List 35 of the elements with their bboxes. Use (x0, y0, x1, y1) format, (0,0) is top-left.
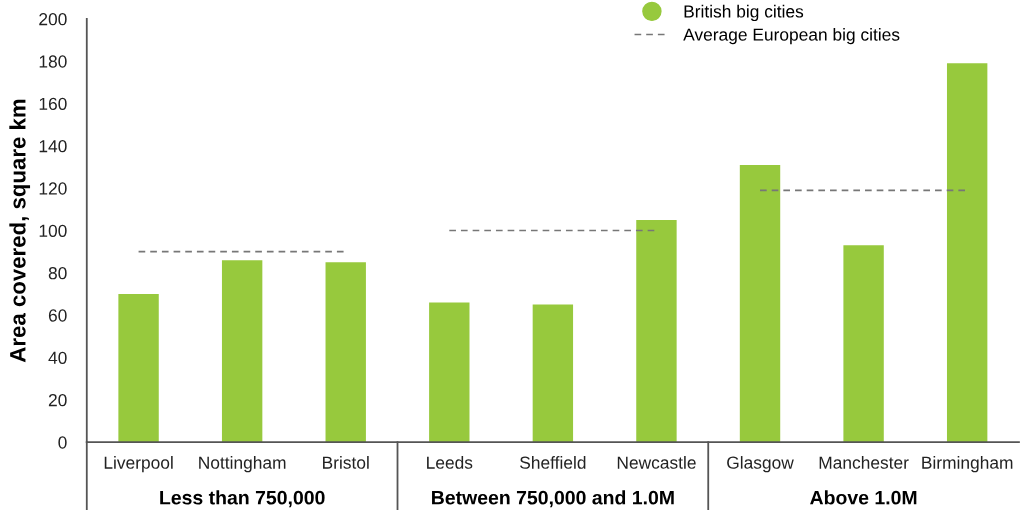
y-tick-label: 20 (48, 394, 67, 407)
x-tick-label: Newcastle (617, 456, 696, 469)
x-tick-label: Nottingham (199, 456, 286, 473)
x-tick-label: Birmingham (922, 456, 1013, 473)
bar (118, 294, 159, 443)
y-tick-label: 40 (48, 351, 67, 364)
bar (946, 63, 988, 443)
text: Between 750,000 and 1.0M (432, 490, 674, 508)
y-tick-label: 200 (39, 13, 67, 26)
text: Above 1.0M (810, 490, 917, 505)
y-tick-label: 100 (39, 224, 67, 237)
bar (429, 302, 470, 443)
y-axis-title: Area covered, square km (9, 99, 31, 363)
legend-label: British big cities (684, 4, 804, 22)
x-tick-label: Glasgow (727, 456, 794, 473)
x-tick-label: Liverpool (104, 456, 173, 473)
bar (221, 260, 263, 443)
x-tick-label: Manchester (819, 456, 909, 469)
x-tick-label: Sheffield (520, 456, 586, 469)
bar (739, 164, 781, 443)
y-tick-label: 60 (48, 309, 67, 322)
y-tick-label: 0 (58, 436, 67, 449)
legend-label: Average European big cities (683, 27, 900, 45)
y-tick-label: 180 (39, 55, 67, 68)
x-tick-label: Leeds (427, 456, 473, 469)
bar (532, 304, 574, 443)
bar (843, 245, 884, 443)
bar (636, 219, 677, 443)
x-tick-label: Bristol (323, 456, 369, 469)
y-tick-label: 80 (48, 267, 67, 280)
y-tick-label: 160 (39, 97, 67, 110)
bar (325, 262, 366, 443)
text: Less than 750,000 (160, 490, 325, 508)
y-tick-label: 140 (39, 140, 67, 153)
y-tick-label: 120 (39, 182, 67, 195)
